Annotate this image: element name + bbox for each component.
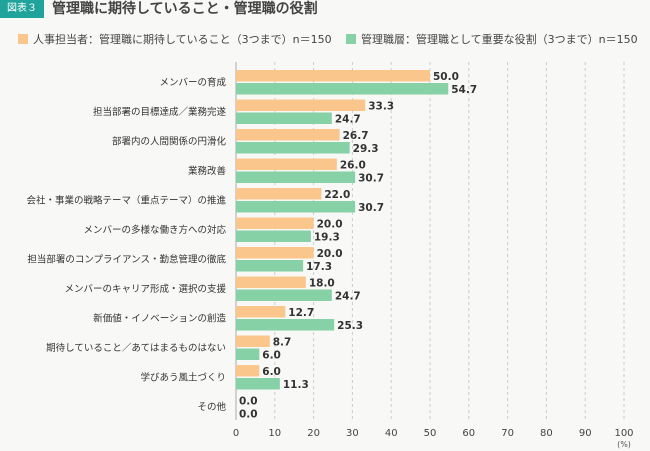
- figure-badge: 図表３: [0, 0, 44, 18]
- data-label: 20.0: [317, 219, 343, 231]
- data-label: 11.3: [283, 379, 309, 391]
- bar-managers: [236, 171, 356, 183]
- bar-managers: [236, 83, 449, 95]
- x-tick-label: 0: [233, 428, 239, 439]
- legend-item-hr: 人事担当者：管理職に期待していること（3つまで）n＝150: [18, 31, 332, 47]
- x-tick-label: 10: [268, 428, 281, 439]
- x-tick-label: 20: [307, 428, 320, 439]
- category-label: 学びあう風土づくり: [140, 372, 226, 384]
- category-label: 会社・事業の戦略テーマ（重点テーマ）の推進: [26, 195, 226, 207]
- category-label: 業務改善: [188, 165, 227, 177]
- bar-managers: [236, 289, 332, 301]
- data-label: 18.0: [309, 278, 335, 290]
- bar-managers: [236, 260, 304, 272]
- category-label: 部署内の人間関係の円滑化: [112, 136, 227, 148]
- legend-label: 人事担当者：管理職に期待していること（3つまで）n＝150: [33, 33, 332, 46]
- bar-managers: [236, 378, 280, 390]
- data-label: 29.3: [353, 143, 379, 155]
- data-label: 26.7: [343, 130, 369, 142]
- bar-managers: [236, 319, 335, 331]
- x-tick-label: 70: [501, 428, 514, 439]
- chart-title: 管理職に期待していること・管理職の役割: [52, 1, 318, 17]
- bar-hr: [236, 276, 306, 288]
- category-label: その他: [197, 401, 226, 413]
- x-tick-label: 50: [424, 428, 437, 439]
- legend-item-managers: 管理職層：管理職として重要な役割（3つまで）n＝150: [346, 31, 638, 47]
- data-label: 20.0: [317, 248, 343, 260]
- data-label: 12.7: [288, 307, 314, 319]
- data-label: 24.7: [335, 291, 361, 303]
- bar-hr: [236, 188, 322, 200]
- data-label: 30.7: [358, 202, 384, 214]
- category-label: メンバーの多様な働き方への対応: [83, 224, 226, 236]
- legend-swatch-orange: [18, 34, 28, 44]
- bar-hr: [236, 129, 340, 141]
- data-label: 6.0: [262, 350, 281, 362]
- data-label: 54.7: [451, 84, 477, 96]
- category-label: 担当部署の目標達成／業務完遂: [93, 106, 227, 118]
- data-label: 50.0: [433, 71, 459, 83]
- bar-managers: [236, 112, 332, 124]
- bar-hr: [236, 70, 430, 82]
- data-label: 33.3: [368, 101, 394, 113]
- data-label: 26.0: [340, 160, 366, 172]
- x-tick-label: 60: [462, 428, 475, 439]
- bar-hr: [236, 217, 314, 229]
- legend-swatch-green: [346, 34, 356, 44]
- category-label: 期待していること／あてはまるものはない: [46, 342, 226, 354]
- legend-label: 管理職層：管理職として重要な役割（3つまで）n＝150: [361, 33, 638, 46]
- data-label: 30.7: [358, 173, 384, 185]
- bar-hr: [236, 306, 286, 318]
- category-label: 新価値・イノベーションの創造: [93, 313, 226, 325]
- data-label: 6.0: [262, 366, 281, 378]
- bar-managers: [236, 230, 311, 242]
- x-tick-label: 30: [346, 428, 359, 439]
- category-label: メンバーのキャリア形成・選択の支援: [64, 283, 226, 295]
- bar-managers: [236, 142, 350, 154]
- x-tick-label: 90: [579, 428, 592, 439]
- x-tick-label: 100: [614, 428, 633, 439]
- category-label: 担当部署のコンプライアンス・勤怠管理の徹底: [27, 254, 226, 266]
- x-tick-label: 80: [540, 428, 553, 439]
- data-label: 19.3: [314, 232, 340, 244]
- bar-hr: [236, 335, 270, 347]
- bar-hr: [236, 99, 366, 111]
- x-tick-label: 40: [385, 428, 398, 439]
- data-label: 0.0: [239, 409, 258, 421]
- bar-managers: [236, 348, 260, 360]
- bar-hr: [236, 365, 260, 377]
- data-label: 25.3: [337, 320, 363, 332]
- data-label: 0.0: [239, 396, 258, 408]
- data-label: 24.7: [335, 114, 361, 126]
- bar-hr: [236, 158, 337, 170]
- bar-managers: [236, 201, 356, 213]
- data-label: 17.3: [306, 261, 332, 273]
- x-unit-label: (%): [617, 440, 631, 449]
- bar-hr: [236, 247, 314, 259]
- data-label: 8.7: [273, 337, 292, 349]
- data-label: 22.0: [324, 189, 350, 201]
- category-label: メンバーの育成: [159, 77, 226, 89]
